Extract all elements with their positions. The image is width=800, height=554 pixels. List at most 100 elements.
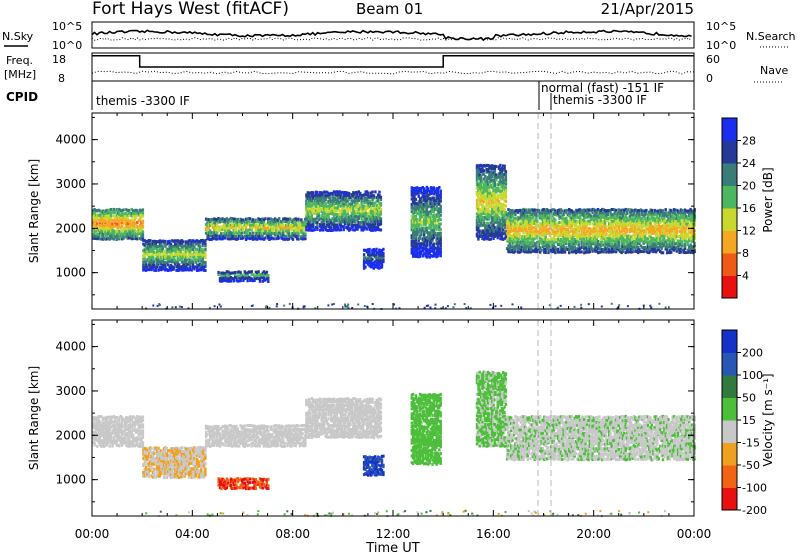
power-echo-cell — [345, 191, 348, 195]
power-echo-cell — [481, 216, 484, 220]
power-echo-cell — [632, 231, 636, 235]
power-echo-cell — [108, 208, 111, 212]
power-echo-cell — [111, 228, 114, 232]
power-echo-cell — [584, 226, 587, 230]
power-echo-cell — [421, 186, 424, 189]
power-echo-cell — [591, 240, 594, 244]
power-echo-cell — [627, 242, 630, 246]
power-echo-cell — [317, 218, 320, 222]
power-echo-cell — [144, 250, 148, 254]
power-echo-cell — [527, 214, 531, 218]
power-echo-cell — [634, 224, 637, 228]
power-echo-cell — [269, 222, 273, 226]
power-echo-cell — [477, 196, 480, 200]
power-echo-cell — [510, 222, 513, 226]
power-echo-cell — [620, 211, 623, 215]
power-echo-cell — [436, 249, 440, 253]
power-echo-cell — [182, 244, 185, 248]
power-echo-cell — [211, 218, 215, 221]
power-echo-cell — [168, 260, 171, 263]
power-echo-cell — [371, 195, 374, 199]
power-echo-cell — [262, 224, 266, 227]
power-echo-cell — [327, 229, 330, 232]
power-echo-cell — [341, 220, 344, 224]
power-echo-cell — [668, 245, 672, 249]
nave-label: Nave — [760, 64, 788, 77]
power-echo-cell — [349, 202, 352, 206]
power-echo-cell — [114, 224, 117, 228]
power-echo-cell — [648, 225, 651, 228]
power-echo-cell — [562, 217, 565, 221]
power-echo-cell — [584, 234, 587, 238]
power-echo-cell — [240, 234, 244, 238]
power-echo-cell — [584, 216, 587, 219]
power-echo-cell — [435, 238, 438, 242]
power-echo-cell — [229, 237, 233, 241]
power-echo-cell — [609, 222, 612, 226]
power-echo-cell — [204, 261, 207, 264]
power-echo-cell — [502, 186, 505, 190]
power-echo-cell — [496, 214, 499, 218]
power-echo-cell — [379, 212, 383, 216]
power-echo-cell — [218, 237, 222, 241]
power-echo-cell — [247, 228, 250, 232]
power-echo-cell — [664, 245, 667, 249]
power-echo-cell — [432, 213, 435, 217]
power-echo-cell — [508, 216, 511, 220]
power-echo-cell — [309, 228, 312, 232]
power-echo-cell — [612, 216, 615, 220]
power-echo-cell — [121, 232, 124, 236]
power-echo-cell — [491, 216, 494, 220]
power-echo-cell — [602, 231, 605, 235]
power-echo-cell — [253, 274, 256, 278]
power-echo-cell — [93, 231, 96, 235]
power-echo-cell — [121, 219, 124, 223]
power-echo-cell — [191, 253, 195, 257]
power-echo-cell — [382, 258, 385, 262]
power-echo-cell — [594, 229, 597, 233]
power-echo-cell — [424, 249, 427, 253]
power-echo-cell — [143, 254, 146, 258]
power-echo-cell — [525, 234, 528, 238]
power-echo-cell — [118, 207, 121, 211]
power-echo-cell — [179, 252, 182, 256]
power-echo-cell — [514, 235, 517, 239]
power-echo-cell — [512, 219, 516, 223]
power-echo-cell — [418, 187, 422, 190]
power-echo-cell — [514, 216, 517, 220]
power-echo-cell — [346, 227, 349, 231]
power-echo-cell — [146, 242, 149, 246]
power-echo-cell — [502, 219, 505, 223]
power-echo-cell — [510, 239, 513, 243]
power-echo-cell — [379, 203, 383, 207]
power-echo-cell — [280, 236, 284, 240]
power-echo-cell — [679, 247, 683, 251]
power-echo-cell — [312, 191, 315, 195]
power-echo-cell — [196, 242, 199, 246]
power-echo-cell — [413, 254, 416, 258]
power-echo-cell — [165, 242, 168, 246]
power-echo-cell — [638, 240, 641, 243]
power-echo-cell — [116, 214, 120, 218]
power-echo-cell — [598, 223, 601, 227]
power-echo-cell — [101, 227, 105, 230]
power-echo-cell — [556, 235, 560, 238]
power-echo-cell — [240, 225, 244, 229]
power-echo-cell — [428, 243, 431, 247]
power-echo-cell — [653, 242, 656, 246]
power-echo-cell — [265, 222, 268, 226]
power-echo-cell — [364, 220, 367, 224]
power-echo-cell — [372, 251, 375, 255]
power-echo-cell — [321, 201, 325, 205]
power-echo-cell — [334, 226, 337, 230]
power-echo-cell — [133, 212, 136, 216]
power-echo-cell — [537, 240, 540, 244]
power-echo-cell — [565, 216, 568, 220]
power-echo-cell — [168, 239, 171, 243]
power-echo-cell — [310, 213, 314, 217]
power-echo-cell — [420, 213, 423, 216]
power-echo-cell — [262, 218, 266, 222]
power-echo-cell — [332, 202, 336, 206]
power-echo-cell — [638, 227, 641, 231]
power-echo-cell — [239, 219, 242, 223]
